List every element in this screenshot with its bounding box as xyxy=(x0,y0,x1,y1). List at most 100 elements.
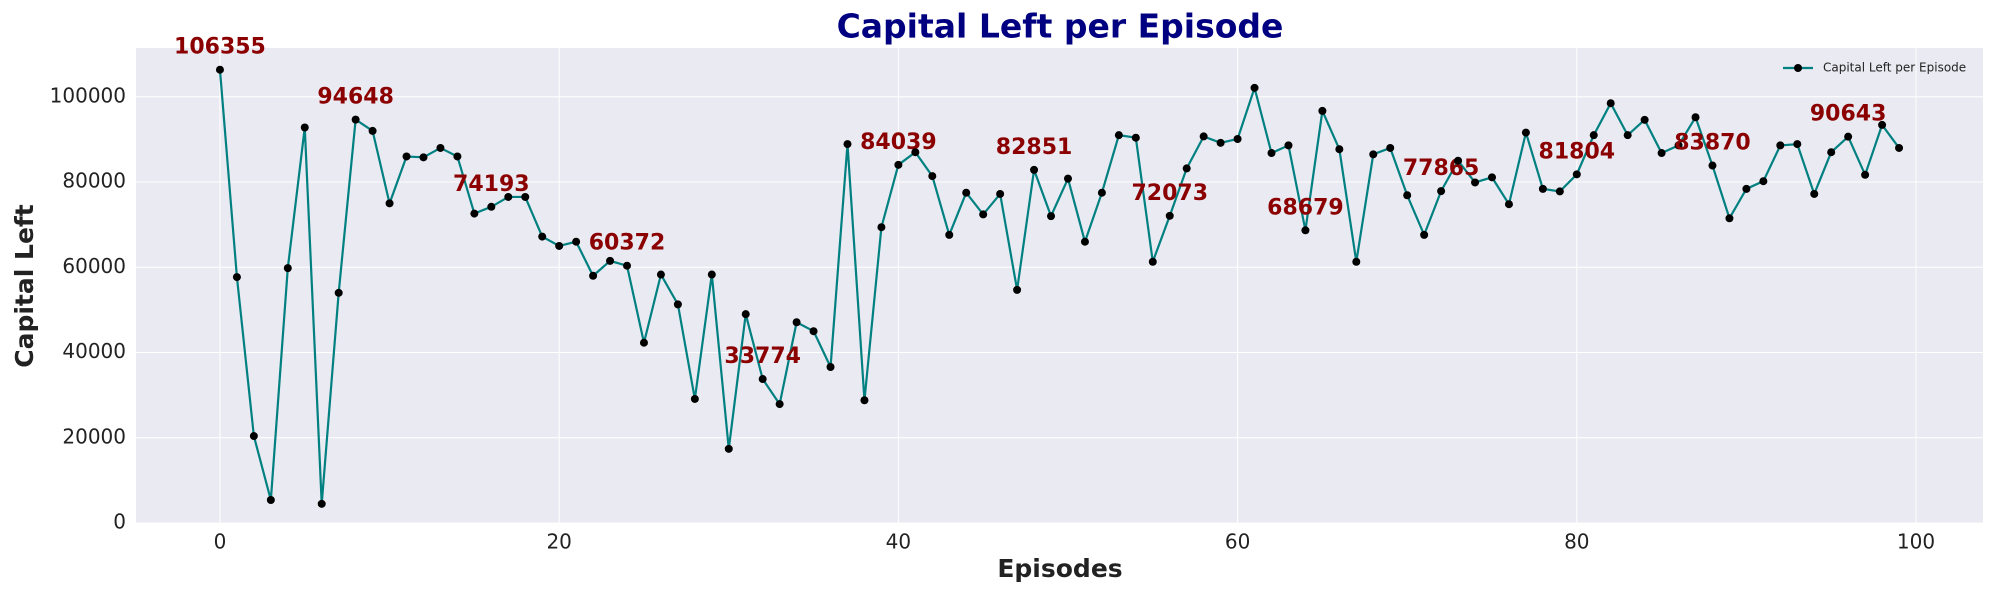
x-tick-label: 100 xyxy=(1897,530,1935,554)
data-point xyxy=(690,394,699,403)
data-point xyxy=(1691,113,1700,122)
data-point xyxy=(1657,149,1666,158)
y-tick-label: 60000 xyxy=(62,254,126,278)
data-label: 74193 xyxy=(453,172,530,197)
data-point xyxy=(402,152,411,161)
data-point xyxy=(1369,150,1378,159)
data-point xyxy=(487,202,496,211)
data-label: 94648 xyxy=(317,85,394,110)
data-point xyxy=(1454,156,1463,165)
data-point xyxy=(385,199,394,208)
data-point xyxy=(1199,132,1208,141)
data-point xyxy=(1725,214,1734,223)
data-point xyxy=(1030,165,1039,174)
data-point xyxy=(1216,138,1225,147)
data-point xyxy=(1487,173,1496,182)
data-point xyxy=(860,396,869,405)
data-point xyxy=(572,237,581,246)
data-point xyxy=(1114,131,1123,140)
data-point xyxy=(1606,99,1615,108)
data-point xyxy=(266,495,275,504)
y-tick-label: 80000 xyxy=(62,169,126,193)
data-point xyxy=(792,318,801,327)
data-label: 106355 xyxy=(174,35,266,60)
chart-title: Capital Left per Episode xyxy=(837,7,1284,46)
data-point xyxy=(1403,191,1412,200)
data-point xyxy=(1810,189,1819,198)
data-label: 33774 xyxy=(724,344,801,369)
data-point xyxy=(215,65,224,74)
data-point xyxy=(470,209,479,218)
data-label: 83870 xyxy=(1674,131,1751,156)
data-point xyxy=(436,143,445,152)
x-tick-label: 40 xyxy=(886,530,911,554)
data-label: 77865 xyxy=(1403,156,1480,181)
data-point xyxy=(1521,128,1530,137)
data-point xyxy=(758,375,767,384)
data-point xyxy=(1131,133,1140,142)
data-point xyxy=(1318,106,1327,115)
data-point xyxy=(1572,170,1581,179)
data-point xyxy=(334,288,343,297)
y-tick-label: 40000 xyxy=(62,339,126,363)
data-point xyxy=(639,338,648,347)
data-point xyxy=(1386,143,1395,152)
data-point xyxy=(1471,178,1480,187)
data-label: 90643 xyxy=(1810,102,1887,127)
data-point xyxy=(1284,141,1293,150)
data-point xyxy=(623,261,632,270)
data-point xyxy=(504,192,513,201)
data-point xyxy=(979,210,988,219)
data-point xyxy=(1878,120,1887,129)
data-point xyxy=(1827,148,1836,157)
data-point xyxy=(1861,170,1870,179)
data-label: 68679 xyxy=(1267,195,1344,220)
data-point xyxy=(521,192,530,201)
data-point xyxy=(1895,143,1904,152)
data-point xyxy=(300,123,309,132)
data-point xyxy=(1555,187,1564,196)
data-point xyxy=(351,115,360,124)
data-label: 60372 xyxy=(589,231,666,256)
data-point xyxy=(1589,131,1598,140)
plot-area xyxy=(136,48,1983,523)
data-point xyxy=(741,310,750,319)
data-point xyxy=(843,140,852,149)
data-point xyxy=(1742,184,1751,193)
data-point xyxy=(894,160,903,169)
data-point xyxy=(538,232,547,241)
x-tick-label: 80 xyxy=(1564,530,1589,554)
data-point xyxy=(1793,140,1802,149)
data-point xyxy=(724,444,733,453)
data-point xyxy=(928,172,937,181)
data-point xyxy=(1538,184,1547,193)
data-point xyxy=(809,327,818,336)
y-tick-label: 0 xyxy=(113,510,126,534)
data-point xyxy=(962,188,971,197)
data-point xyxy=(1301,226,1310,235)
data-point xyxy=(453,152,462,161)
data-point xyxy=(1148,257,1157,266)
data-point xyxy=(945,230,954,239)
data-point xyxy=(775,400,784,409)
data-label: 84039 xyxy=(860,130,937,155)
data-point xyxy=(673,300,682,309)
y-axis-label: Capital Left xyxy=(10,204,39,368)
data-point xyxy=(1013,285,1022,294)
data-point xyxy=(996,189,1005,198)
data-point xyxy=(317,499,326,508)
data-point xyxy=(283,264,292,273)
data-point xyxy=(232,273,241,282)
data-point xyxy=(1080,237,1089,246)
x-tick-label: 0 xyxy=(214,530,227,554)
data-point xyxy=(1437,187,1446,196)
data-point xyxy=(1640,115,1649,124)
data-point xyxy=(877,223,886,232)
data-point xyxy=(249,432,258,441)
data-point xyxy=(1063,174,1072,183)
data-point xyxy=(419,153,428,162)
data-point xyxy=(1097,188,1106,197)
data-point xyxy=(606,256,615,265)
data-point xyxy=(656,270,665,279)
